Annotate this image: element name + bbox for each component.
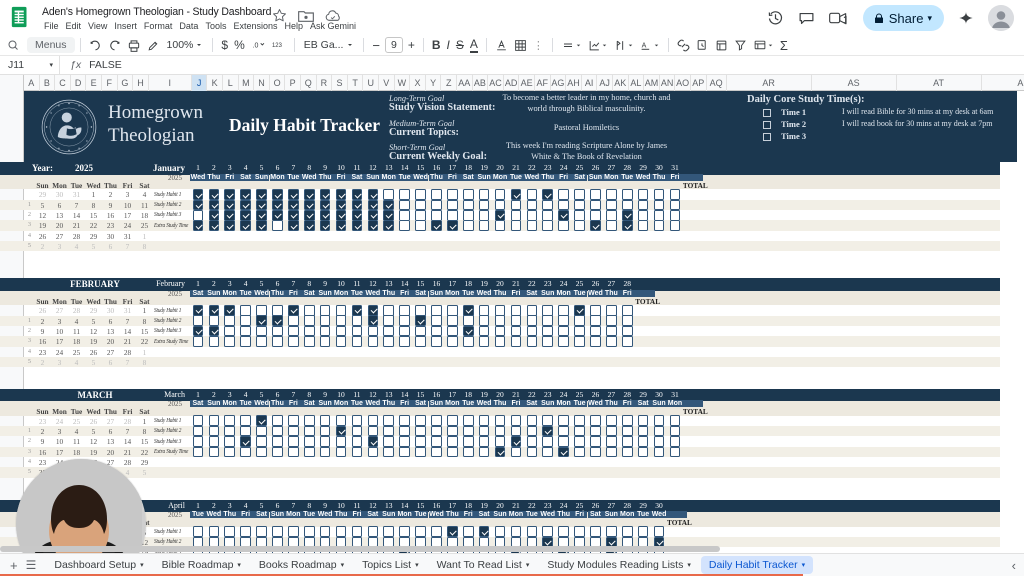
- svg-text:.0: .0: [252, 42, 258, 49]
- svg-text:A: A: [642, 42, 647, 49]
- svg-text:123: 123: [272, 43, 283, 49]
